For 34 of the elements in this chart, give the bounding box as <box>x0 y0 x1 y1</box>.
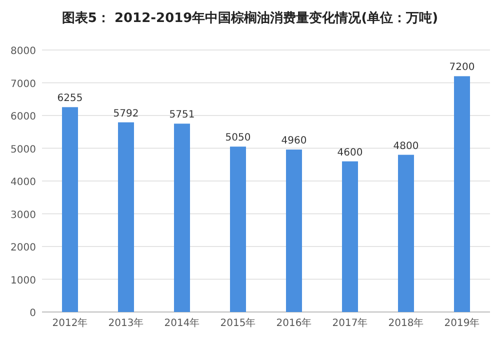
y-tick-label: 8000 <box>10 46 36 57</box>
y-tick-label: 2000 <box>10 242 36 254</box>
data-label: 4600 <box>337 147 363 158</box>
y-tick-label: 1000 <box>10 275 36 286</box>
data-label: 5792 <box>113 108 139 120</box>
data-label: 4800 <box>393 140 419 152</box>
data-label: 5050 <box>225 132 251 144</box>
x-tick-label: 2012年 <box>52 317 88 329</box>
bar <box>62 107 78 312</box>
data-label: 7200 <box>449 62 475 74</box>
y-tick-label: 6000 <box>10 112 36 122</box>
bar <box>174 124 190 312</box>
data-label: 4960 <box>281 136 307 147</box>
chart-title: 图表5： 2012-2019年中国棕榈油消费量变化情况(单位：万吨) <box>62 10 438 26</box>
x-tick-label: 2014年 <box>164 317 200 329</box>
bar <box>398 154 414 312</box>
x-tick-label: 2018年 <box>388 317 424 329</box>
data-label: 5751 <box>169 110 195 121</box>
y-tick-label: 0 <box>30 308 36 319</box>
x-tick-label: 2019年 <box>444 317 480 329</box>
x-tick-label: 2015年 <box>220 317 256 329</box>
x-tick-label: 2013年 <box>108 317 144 329</box>
y-tick-label: 3000 <box>10 210 36 221</box>
y-tick-label: 5000 <box>10 144 36 156</box>
bar <box>454 76 470 312</box>
y-tick-label: 7000 <box>10 78 36 90</box>
x-tick-label: 2017年 <box>332 317 368 329</box>
bar <box>342 161 358 312</box>
data-label: 6255 <box>57 93 83 104</box>
bar <box>230 146 246 312</box>
y-tick-label: 4000 <box>10 177 36 188</box>
x-tick-label: 2016年 <box>276 317 312 329</box>
bar <box>286 150 302 312</box>
bar <box>118 122 134 312</box>
